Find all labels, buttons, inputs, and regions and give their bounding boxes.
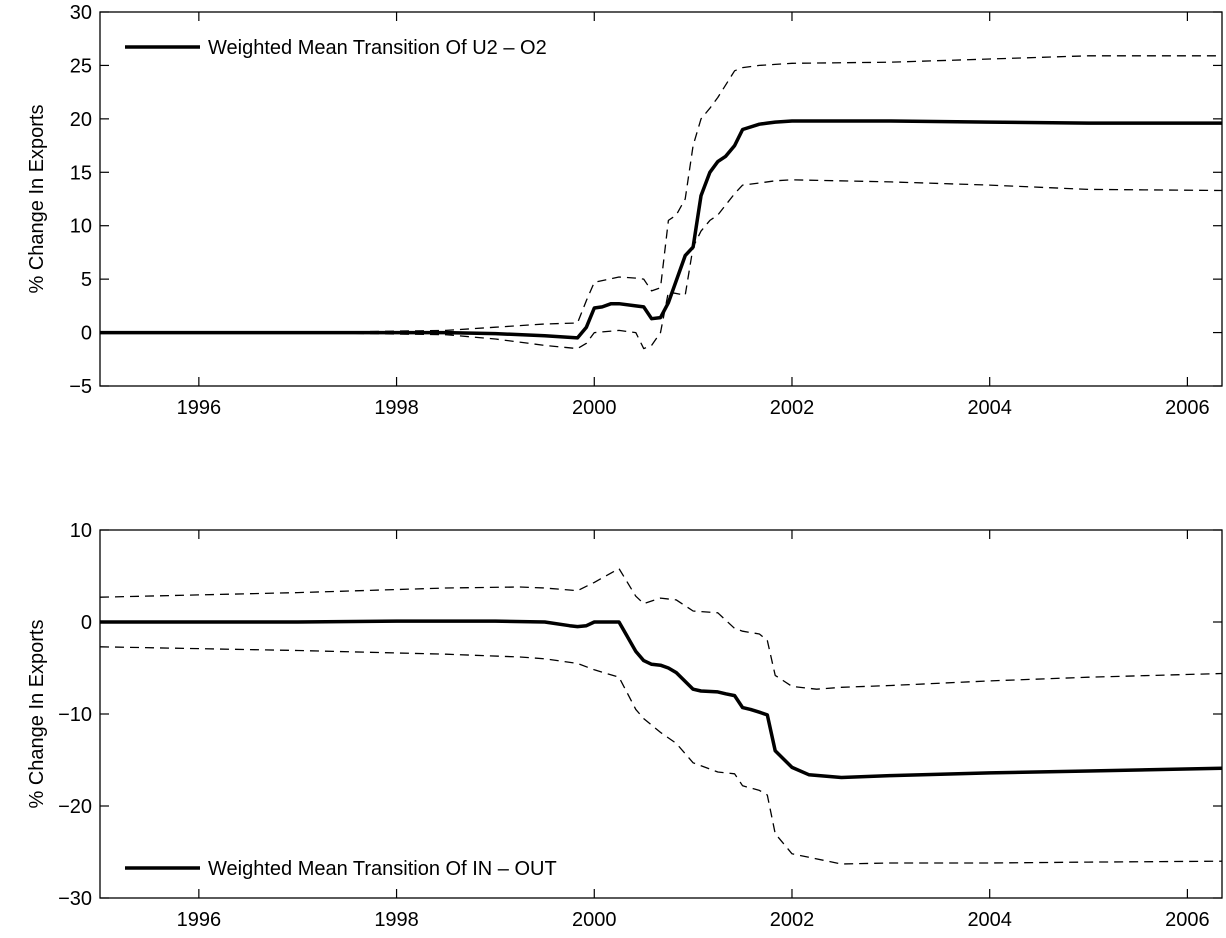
y-tick-label: −30 xyxy=(58,888,92,910)
y-tick-label: 15 xyxy=(70,162,92,184)
x-tick-label: 2002 xyxy=(770,909,815,931)
x-tick-label: 2002 xyxy=(770,397,815,419)
y-tick-label: 5 xyxy=(81,269,92,291)
series-line-mean xyxy=(100,119,1222,340)
axes-frame xyxy=(99,11,1223,387)
y-tick-label: −20 xyxy=(58,796,92,818)
y-axis-label: % Change In Exports xyxy=(26,105,48,294)
legend: Weighted Mean Transition Of U2 – O2 xyxy=(125,37,547,59)
series-line-upper-band xyxy=(100,567,1222,690)
axes-frame xyxy=(99,529,1223,899)
x-tick-label: 1998 xyxy=(374,909,419,931)
x-tick-label: 2006 xyxy=(1165,909,1210,931)
y-tick-label: 0 xyxy=(81,612,92,634)
x-tick-label: 2000 xyxy=(572,397,617,419)
y-tick-label: 25 xyxy=(70,55,92,77)
series-line-mean xyxy=(100,619,1222,780)
series-line-lower-band xyxy=(100,179,1222,350)
y-tick-label: 30 xyxy=(70,2,92,24)
y-tick-label: 10 xyxy=(70,520,92,542)
x-tick-label: 2000 xyxy=(572,909,617,931)
lower-chart: 1996 1998 2000 2002 2004 2006 −30 −20 −10 0 10 % Ch… xyxy=(26,520,1223,931)
plot-area xyxy=(100,55,1222,350)
legend-label: Weighted Mean Transition Of IN – OUT xyxy=(208,858,557,880)
x-tick-label: 1996 xyxy=(177,909,222,931)
upper-chart: 1996 1998 2000 2002 2004 2006 −5 0 5 10 15 20 25 30 % … xyxy=(26,2,1223,419)
legend: Weighted Mean Transition Of IN – OUT xyxy=(125,858,557,880)
series-line-upper-band xyxy=(100,55,1222,334)
y-tick-label: 20 xyxy=(70,109,92,131)
x-tick-label: 1996 xyxy=(177,397,222,419)
y-tick-label: 10 xyxy=(70,216,92,238)
plot-area xyxy=(100,567,1222,865)
series-line-lower-band xyxy=(100,646,1222,865)
x-tick-label: 1998 xyxy=(374,397,419,419)
x-tick-label: 2006 xyxy=(1165,397,1210,419)
legend-label: Weighted Mean Transition Of U2 – O2 xyxy=(208,37,547,59)
x-tick-label: 2004 xyxy=(967,909,1012,931)
y-tick-label: −10 xyxy=(58,704,92,726)
y-tick-label: −5 xyxy=(69,376,92,398)
x-tick-label: 2004 xyxy=(967,397,1012,419)
y-tick-label: 0 xyxy=(81,323,92,345)
y-axis-label: % Change In Exports xyxy=(26,620,48,809)
